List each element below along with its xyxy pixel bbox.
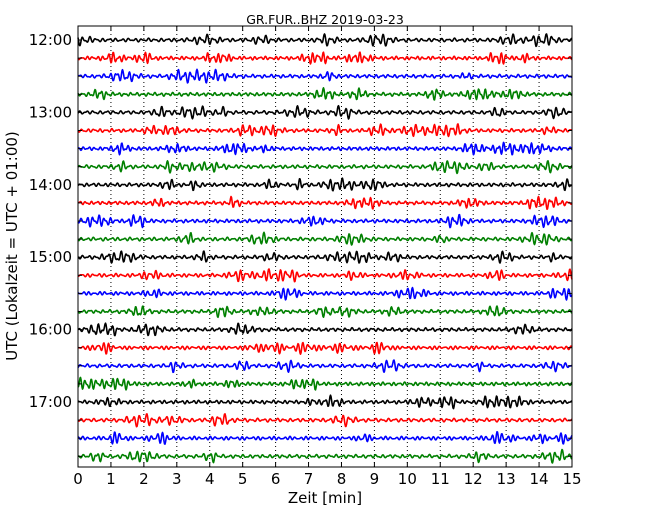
trace-line bbox=[77, 268, 573, 283]
trace-line bbox=[77, 195, 573, 211]
trace-line bbox=[77, 305, 573, 319]
x-tick-label: 2 bbox=[139, 470, 149, 488]
y-tick-label: 17:00 bbox=[29, 393, 72, 411]
trace-line bbox=[77, 123, 573, 138]
y-axis-label: UTC (Lokalzeit = UTC + 01:00) bbox=[3, 131, 21, 361]
x-tick-label: 1 bbox=[106, 470, 116, 488]
y-tick-label: 15:00 bbox=[29, 248, 72, 266]
x-tick-label: 14 bbox=[530, 470, 549, 488]
trace-line bbox=[77, 413, 573, 428]
y-tick-label: 12:00 bbox=[29, 31, 72, 49]
x-tick-label: 5 bbox=[238, 470, 248, 488]
y-tick-label: 14:00 bbox=[29, 176, 72, 194]
x-tick-label: 0 bbox=[73, 470, 83, 488]
trace-line bbox=[77, 213, 573, 229]
trace-line bbox=[77, 448, 573, 464]
trace-line bbox=[77, 87, 573, 101]
x-tick-label: 10 bbox=[398, 470, 417, 488]
chart-title: GR.FUR..BHZ 2019-03-23 bbox=[246, 12, 404, 27]
x-tick-label: 15 bbox=[562, 470, 581, 488]
y-tick-label: 13:00 bbox=[29, 103, 72, 121]
x-tick-label: 3 bbox=[172, 470, 182, 488]
axis-ticks: 0 1 2 3 4 5 6 7 8 9 10 11 12 13 14 1512:0013:0014:0015:… bbox=[29, 26, 582, 488]
x-tick-label: 13 bbox=[497, 470, 516, 488]
trace-line bbox=[77, 376, 573, 391]
plot-frame bbox=[77, 25, 573, 468]
trace-line bbox=[77, 430, 573, 445]
x-tick-label: 8 bbox=[337, 470, 347, 488]
x-tick-label: 4 bbox=[205, 470, 215, 488]
trace-line bbox=[77, 250, 573, 264]
x-axis-label: Zeit [min] bbox=[288, 489, 362, 507]
trace-line bbox=[77, 341, 573, 355]
trace-line bbox=[77, 231, 573, 246]
x-tick-label: 9 bbox=[370, 470, 380, 488]
trace-line bbox=[77, 394, 573, 410]
trace-line bbox=[77, 177, 573, 192]
x-tick-label: 6 bbox=[271, 470, 281, 488]
trace-line bbox=[77, 33, 573, 48]
y-tick-label: 16:00 bbox=[29, 321, 72, 339]
trace-line bbox=[77, 322, 573, 337]
trace-line bbox=[77, 286, 573, 301]
x-tick-label: 12 bbox=[464, 470, 483, 488]
trace-line bbox=[77, 104, 573, 120]
trace-line bbox=[77, 141, 573, 156]
x-tick-label: 7 bbox=[304, 470, 314, 488]
trace-line bbox=[77, 68, 573, 84]
trace-group bbox=[77, 33, 573, 464]
x-tick-label: 11 bbox=[431, 470, 450, 488]
trace-line bbox=[77, 359, 573, 374]
vertical-grid bbox=[110, 26, 540, 467]
trace-line bbox=[77, 160, 573, 175]
trace-line bbox=[77, 51, 573, 65]
